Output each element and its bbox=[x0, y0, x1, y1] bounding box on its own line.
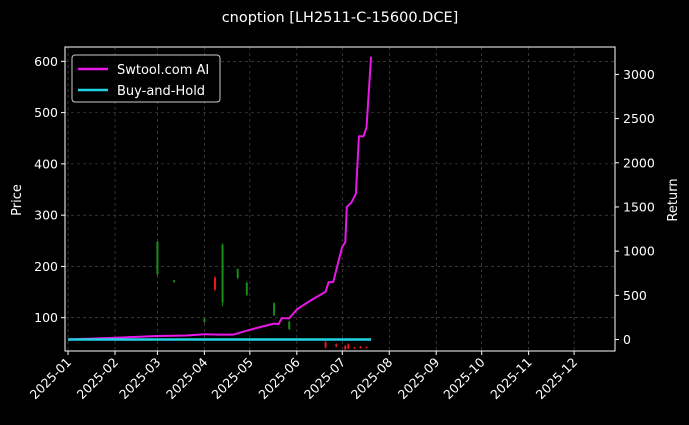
strategy-return-line bbox=[67, 56, 373, 341]
candle-body bbox=[173, 280, 176, 282]
y-tick-label: 400 bbox=[34, 156, 58, 171]
y-tick-label: 300 bbox=[34, 208, 58, 223]
y-tick-label: 100 bbox=[34, 310, 58, 325]
candle-body bbox=[288, 321, 291, 329]
y2-tick-label: 3000 bbox=[623, 67, 655, 82]
y2-tick-label: 2500 bbox=[623, 111, 655, 126]
y-axis-label: Price bbox=[10, 184, 25, 216]
y2-tick-label: 1000 bbox=[623, 244, 655, 259]
legend: Swtool.com AI Buy-and-Hold bbox=[71, 54, 221, 103]
y-tick-label: 200 bbox=[34, 259, 58, 274]
candle-body bbox=[344, 345, 347, 350]
candle-body bbox=[203, 318, 206, 322]
y2-axis-label: Return bbox=[666, 178, 681, 221]
legend-label-buy-hold: Buy-and-Hold bbox=[117, 84, 205, 99]
y2-tick-label: 2000 bbox=[623, 155, 655, 170]
y-tick-label: 600 bbox=[34, 54, 58, 69]
candle-body bbox=[347, 344, 350, 349]
candle-body bbox=[324, 342, 327, 348]
candle-body bbox=[365, 346, 368, 348]
candle-body bbox=[156, 241, 159, 275]
candle-body bbox=[353, 347, 356, 349]
y2-tick-label: 1500 bbox=[623, 199, 655, 214]
series-layer bbox=[67, 56, 373, 341]
y2-tick-label: 500 bbox=[623, 288, 647, 303]
candle-body bbox=[359, 346, 362, 348]
y-tick-label: 500 bbox=[34, 105, 58, 120]
candle-body bbox=[273, 303, 276, 316]
legend-box bbox=[71, 54, 221, 103]
candle-layer bbox=[156, 240, 368, 350]
candle-body bbox=[221, 244, 224, 303]
chart-title: cnoption [LH2511-C-15600.DCE] bbox=[222, 10, 459, 26]
plot-frame bbox=[64, 46, 616, 352]
candle-body bbox=[236, 268, 239, 278]
legend-label-strategy: Swtool.com AI bbox=[117, 63, 209, 78]
candle-body bbox=[214, 277, 216, 290]
candle-body bbox=[245, 282, 248, 295]
candle-body bbox=[335, 344, 338, 347]
y2-tick-label: 0 bbox=[623, 332, 631, 347]
